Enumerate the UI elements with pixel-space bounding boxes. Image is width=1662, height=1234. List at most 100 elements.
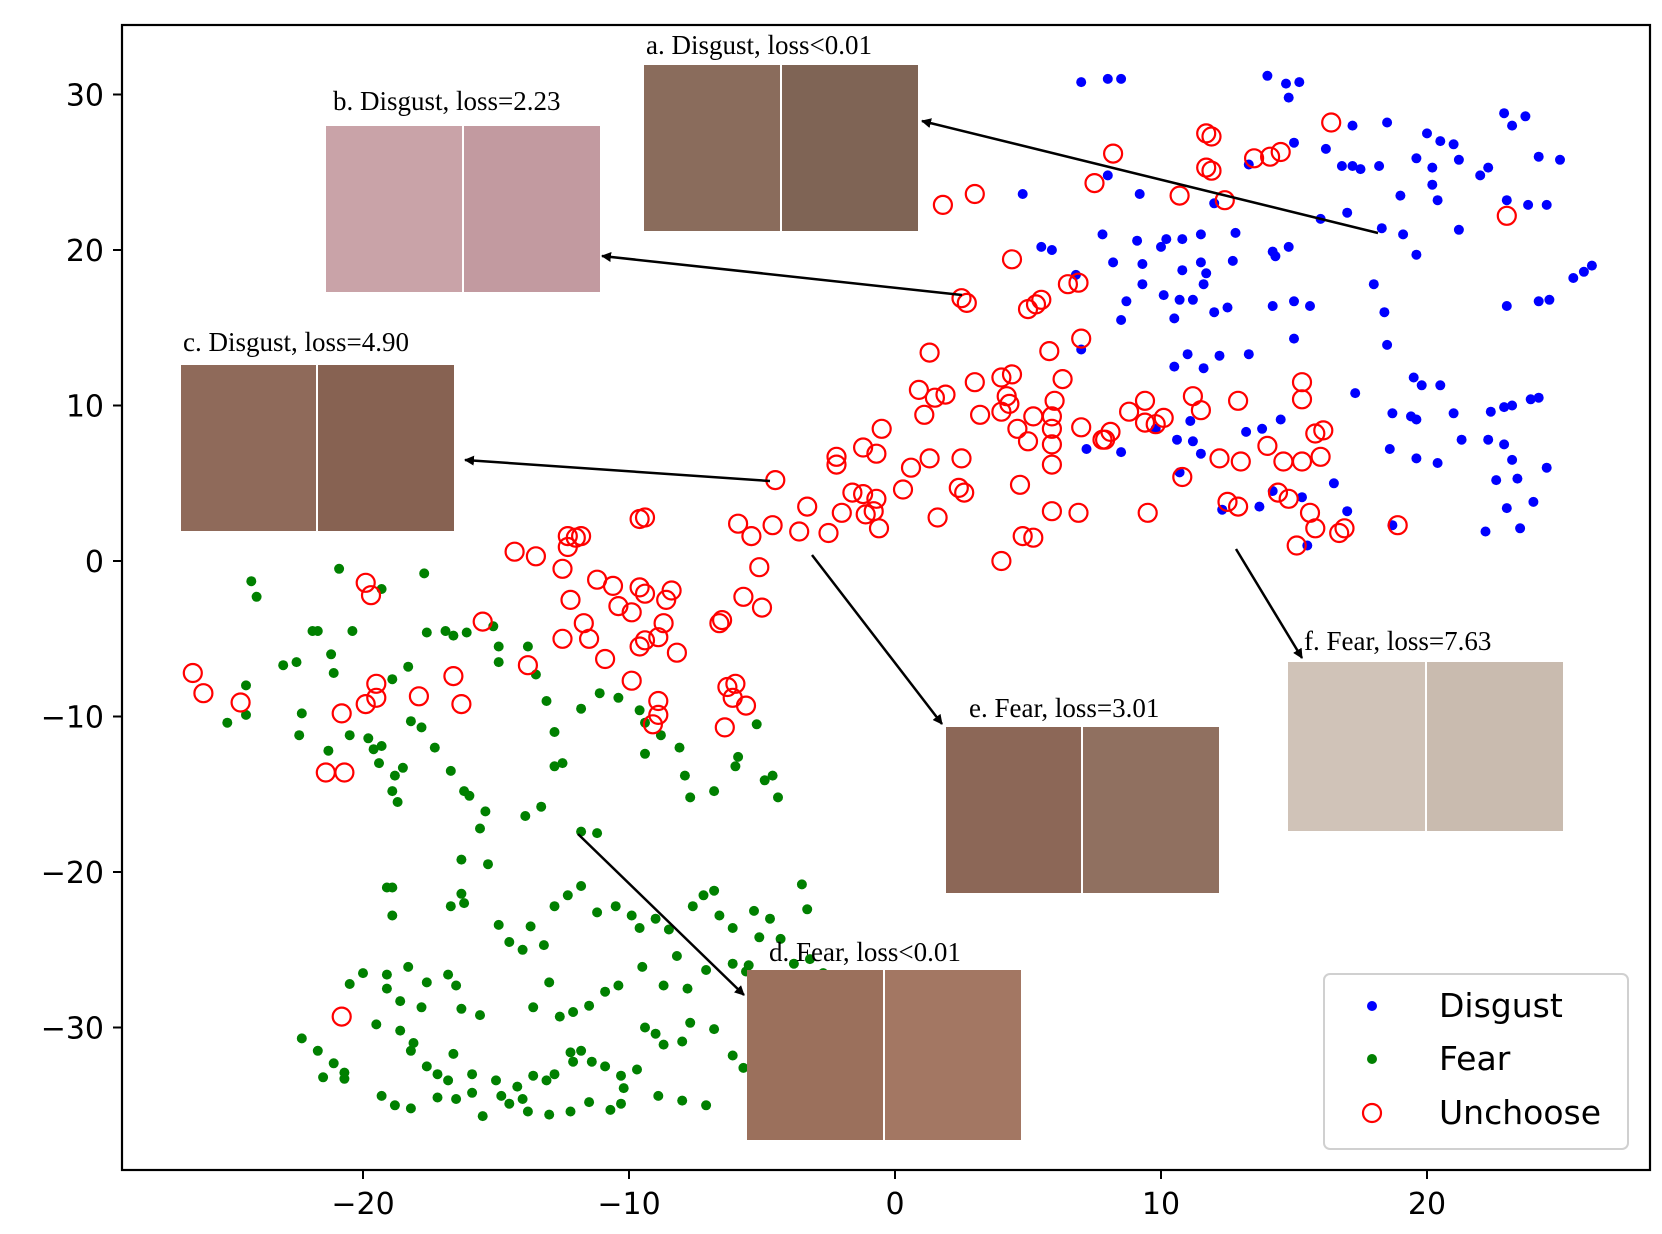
point-disgust-68: [1568, 273, 1579, 283]
point-unchoose-156: [451, 693, 472, 715]
legend-marker-unchoose: [1361, 1102, 1383, 1124]
point-disgust-85: [1289, 333, 1299, 344]
point-disgust-74: [1121, 296, 1132, 307]
point-fear-155: [658, 1039, 669, 1050]
point-unchoose-120: [735, 695, 757, 716]
point-disgust-111: [1456, 434, 1467, 445]
point-disgust-42: [1398, 229, 1409, 240]
point-disgust-33: [1523, 199, 1534, 210]
point-fear-117: [554, 1011, 565, 1022]
point-fear-98: [775, 933, 786, 944]
point-fear-130: [371, 1019, 382, 1030]
point-unchoose-46: [1134, 390, 1156, 411]
point-disgust-43: [1453, 224, 1464, 235]
point-unchoose-149: [552, 628, 573, 649]
point-fear-173: [389, 1100, 400, 1111]
point-fear-159: [727, 1050, 738, 1061]
point-fear-27: [613, 692, 624, 703]
point-fear-38: [751, 719, 762, 730]
point-unchoose-8: [1270, 141, 1291, 163]
point-unchoose-126: [608, 595, 629, 617]
point-fear-109: [701, 965, 712, 975]
point-unchoose-19: [1025, 294, 1047, 315]
annotation-label-a: a. Disgust, loss<0.01: [646, 30, 872, 60]
point-disgust-30: [1432, 195, 1443, 206]
point-fear-66: [392, 797, 403, 807]
point-fear-2: [334, 563, 345, 574]
face-image-a-expression: [782, 65, 918, 231]
point-fear-23: [541, 696, 552, 706]
point-disgust-73: [1544, 294, 1555, 305]
point-unchoose-141: [557, 525, 578, 547]
point-unchoose-106: [818, 522, 839, 544]
point-fear-75: [493, 919, 504, 930]
point-disgust-8: [1382, 117, 1393, 128]
point-disgust-88: [1182, 349, 1193, 360]
point-unchoose-124: [634, 630, 656, 651]
point-fear-93: [714, 910, 725, 921]
face-image-e-neutral: [946, 727, 1081, 893]
point-fear-122: [451, 980, 462, 991]
point-unchoose-87: [1137, 502, 1158, 523]
point-fear-56: [416, 722, 427, 733]
point-fear-111: [658, 980, 669, 991]
point-disgust-15: [1533, 151, 1544, 162]
point-unchoose-3: [1102, 143, 1124, 164]
point-fear-0: [246, 576, 257, 587]
face-images: [181, 65, 1563, 1140]
point-unchoose-152: [648, 690, 669, 712]
point-disgust-14: [1448, 139, 1459, 150]
point-fear-65: [387, 786, 398, 797]
axis-ticks: −20 −10 0 10 20 30 20 10 0 −10 −20 −30: [41, 79, 1446, 1223]
point-disgust-5: [1294, 77, 1305, 88]
point-unchoose-146: [634, 507, 656, 528]
point-disgust-22: [1374, 161, 1385, 171]
point-disgust-20: [1347, 161, 1358, 171]
point-unchoose-165: [193, 683, 214, 704]
point-fear-67: [323, 745, 334, 756]
point-fear-169: [496, 1090, 507, 1101]
legend-marker-fear: [1367, 1054, 1377, 1064]
axes-frame: [120, 23, 1652, 1172]
point-unchoose-133: [666, 642, 688, 663]
legend-marker-disgust: [1367, 1001, 1377, 1011]
point-disgust-98: [1507, 400, 1518, 411]
annotation-arrows: [464, 118, 1379, 996]
point-fear-189: [328, 1058, 339, 1069]
point-unchoose-116: [709, 613, 730, 634]
point-fear-17: [461, 627, 472, 638]
point-disgust-76: [1187, 294, 1198, 305]
point-fear-131: [395, 1025, 406, 1036]
point-disgust-44: [1411, 249, 1422, 260]
point-fear-35: [709, 786, 720, 797]
point-disgust-46: [1270, 251, 1281, 262]
point-fear-47: [592, 828, 603, 839]
point-disgust-109: [1384, 444, 1395, 454]
point-fear-196: [222, 717, 233, 728]
point-disgust-47: [1283, 241, 1294, 252]
point-disgust-31: [1475, 170, 1486, 181]
point-fear-21: [522, 641, 533, 652]
point-unchoose-57: [826, 446, 847, 467]
point-disgust-97: [1499, 402, 1510, 413]
point-unchoose-86: [1172, 466, 1193, 488]
point-fear-108: [727, 958, 738, 969]
point-disgust-69: [1578, 266, 1589, 277]
point-unchoose-23: [919, 342, 940, 363]
point-fear-77: [517, 944, 528, 955]
point-disgust-75: [1174, 294, 1185, 305]
point-disgust-96: [1350, 388, 1361, 399]
point-disgust-136: [1297, 492, 1307, 503]
point-unchoose-52: [1227, 390, 1249, 411]
point-disgust-59: [1195, 257, 1206, 268]
point-fear-14: [421, 627, 432, 638]
x-tick-label-3: 10: [1142, 1187, 1180, 1222]
annotation-labels: a. Disgust, loss<0.01 b. Disgust, loss=2…: [183, 30, 1491, 967]
point-unchoose-7: [1259, 146, 1281, 167]
point-unchoose-118: [717, 676, 738, 698]
point-fear-158: [709, 1024, 720, 1035]
y-tick-label-5: −20: [41, 856, 104, 891]
point-fear-33: [679, 770, 690, 781]
point-unchoose-112: [749, 557, 770, 578]
point-fear-102: [804, 954, 815, 965]
